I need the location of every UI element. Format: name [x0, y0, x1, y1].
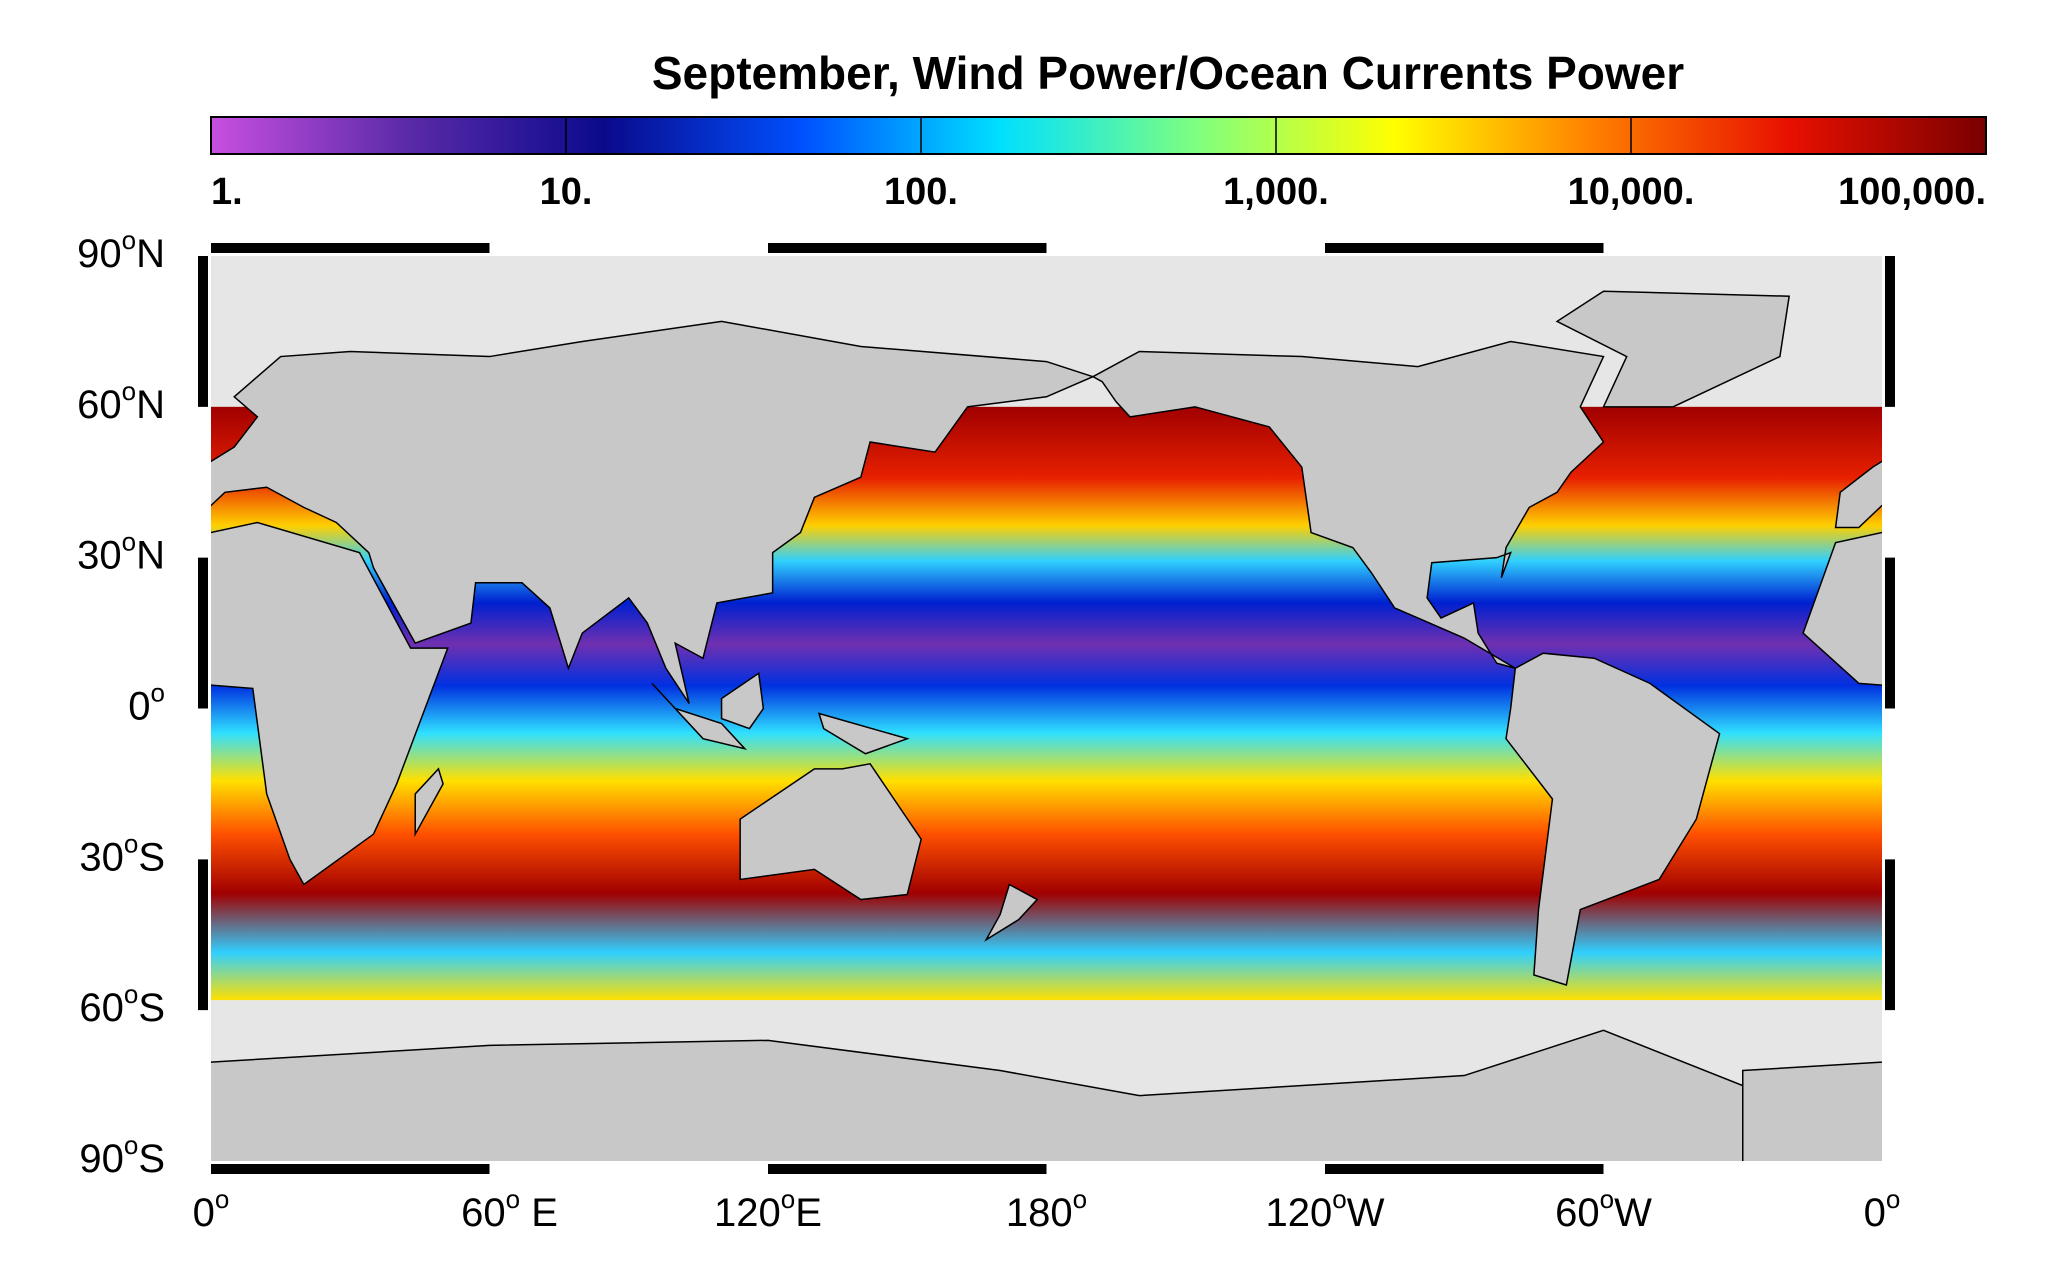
axis-label: 0o: [128, 677, 165, 728]
axis-label-part: 90: [79, 1137, 124, 1181]
colorbar-tick-label: 10.: [540, 171, 593, 213]
land: [1091, 340, 1605, 670]
axis-label-part: o: [1600, 1184, 1614, 1214]
axis-label-part: N: [136, 232, 165, 276]
axis-label-part: o: [1073, 1184, 1087, 1214]
axis-label: 30oS: [79, 828, 165, 879]
axis-label-part: o: [781, 1184, 795, 1214]
axis-label-part: o: [122, 527, 136, 557]
axis-label: 60oW: [1555, 1184, 1652, 1235]
axis-label-part: 60: [461, 1191, 506, 1235]
axis-label-part: o: [1332, 1184, 1346, 1214]
axis-label-part: 30: [79, 835, 124, 879]
land: [1505, 652, 1721, 986]
axis-label-part: N: [136, 533, 165, 577]
axis-label-part: 0: [1864, 1191, 1886, 1235]
land: [720, 672, 765, 730]
land: [739, 762, 922, 901]
axis-label: 120oW: [1266, 1184, 1385, 1235]
axis-label-part: 60: [77, 382, 122, 426]
colorbar-tick-label: 1.: [211, 171, 243, 213]
axis-label-part: 60: [79, 986, 124, 1030]
axis-label-part: o: [1886, 1184, 1900, 1214]
axis-label: 0o: [193, 1184, 230, 1235]
colorbar-tick-label: 100,000.: [1838, 171, 1986, 213]
colorbar-fill: [210, 116, 1987, 155]
axis-label: 120oE: [714, 1184, 822, 1235]
axis-label-part: 120: [1266, 1191, 1333, 1235]
land: [211, 1029, 1882, 1161]
axis-label: 60oS: [79, 979, 165, 1030]
land: [211, 320, 1096, 704]
land: [1834, 460, 1882, 529]
axis-label: 180o: [1006, 1184, 1087, 1235]
axis-label-part: 60: [1555, 1191, 1600, 1235]
axis-label-part: 120: [714, 1191, 781, 1235]
land: [211, 521, 449, 886]
axis-label-part: o: [122, 225, 136, 255]
axis-label-part: E: [520, 1191, 558, 1235]
axis-label-part: 0: [128, 684, 150, 728]
map: [211, 256, 1882, 1161]
land: [1555, 290, 1791, 408]
axis-label-part: o: [122, 376, 136, 406]
axis-label: 0o: [1864, 1184, 1901, 1235]
land: [984, 883, 1039, 942]
axis-label-part: o: [124, 979, 138, 1009]
axis-label-part: 90: [77, 232, 122, 276]
axis-label-part: 0: [193, 1191, 215, 1235]
colorbar-tick-label: 1,000.: [1223, 171, 1329, 213]
axis-label: 90oN: [77, 225, 165, 276]
axis-label-part: W: [1347, 1191, 1385, 1235]
axis-label-part: o: [124, 1130, 138, 1160]
axis-label: 60oN: [77, 376, 165, 427]
land: [1802, 531, 1882, 686]
axis-label-part: E: [795, 1191, 822, 1235]
axis-label-part: S: [138, 835, 165, 879]
axis-label: 90oS: [79, 1130, 165, 1181]
land: [414, 767, 444, 838]
axis-label-part: W: [1614, 1191, 1652, 1235]
axis-label-part: 180: [1006, 1191, 1073, 1235]
colorbar: 1. 10. 100. 1,000. 10,000. 100,000.: [210, 116, 1987, 213]
land: [817, 712, 910, 755]
land: [1742, 1061, 1882, 1161]
axis-label-part: N: [136, 382, 165, 426]
axis-label-part: o: [506, 1184, 520, 1214]
axis-label-part: 30: [77, 533, 122, 577]
map-frame: [198, 243, 1895, 1174]
axis-label-part: o: [151, 677, 165, 707]
axis-label: 60o E: [461, 1184, 558, 1235]
colorbar-tick-label: 100.: [884, 171, 958, 213]
land: [651, 682, 748, 751]
axis-label-part: S: [138, 986, 165, 1030]
axis-label-part: o: [215, 1184, 229, 1214]
axis-label: 30oN: [77, 527, 165, 578]
axis-label-part: o: [124, 828, 138, 858]
axis-label-part: S: [138, 1137, 165, 1181]
colorbar-tick-label: 10,000.: [1568, 171, 1695, 213]
title: September, Wind Power/Ocean Currents Pow…: [652, 47, 1684, 99]
